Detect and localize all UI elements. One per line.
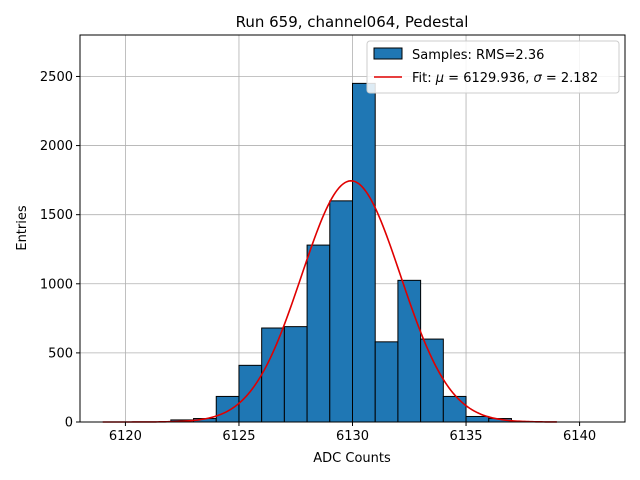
legend-samples-label: Samples: RMS=2.36 <box>412 48 544 63</box>
gaussian-fit-line <box>102 180 557 423</box>
x-tick-label: 6125 <box>222 429 255 444</box>
x-tick-label: 6120 <box>109 429 142 444</box>
histogram-bar <box>215 395 240 423</box>
histogram-bar <box>261 327 285 423</box>
y-tick-label: 1000 <box>40 277 73 292</box>
legend-fit-mu-value: = 6129.936, <box>444 71 533 86</box>
y-tick-label: 2500 <box>40 70 73 85</box>
x-tick-label: 6135 <box>449 429 482 444</box>
legend-fit-mu-symbol: μ <box>435 71 444 86</box>
legend-fit-prefix: Fit: <box>412 71 436 86</box>
x-axis-ticks: 6120 6125 6130 6135 6140 <box>109 422 596 444</box>
histogram-bar <box>306 244 331 423</box>
y-tick-label: 500 <box>48 346 73 361</box>
y-axis-ticks: 0 500 1000 1500 2000 2500 <box>40 70 80 431</box>
legend-fit-sigma-symbol: σ <box>534 71 543 86</box>
y-axis-label: Entries <box>15 205 30 251</box>
histogram-bar <box>420 338 444 423</box>
histogram-bar <box>238 364 263 423</box>
histogram-bar <box>465 415 490 423</box>
y-tick-label: 2000 <box>40 139 73 154</box>
histogram-bar <box>283 326 308 423</box>
legend-fit-sigma-value: = 2.182 <box>542 71 598 86</box>
y-tick-label: 0 <box>65 416 73 431</box>
chart-title: Run 659, channel064, Pedestal <box>236 13 469 31</box>
x-axis-label: ADC Counts <box>313 451 391 466</box>
histogram-bar <box>352 82 376 423</box>
y-tick-label: 1500 <box>40 208 73 223</box>
histogram-bar <box>374 341 399 423</box>
legend: Samples: RMS=2.36 Fit: μ = 6129.936, σ =… <box>366 40 620 94</box>
x-tick-label: 6140 <box>563 429 596 444</box>
x-tick-label: 6130 <box>336 429 369 444</box>
legend-samples-swatch <box>373 47 403 60</box>
histogram-bar <box>442 395 467 423</box>
legend-fit-label: Fit: μ = 6129.936, σ = 2.182 <box>412 71 598 86</box>
histogram-bar <box>329 200 353 423</box>
legend-box <box>366 40 620 94</box>
histogram-bars <box>170 82 512 423</box>
